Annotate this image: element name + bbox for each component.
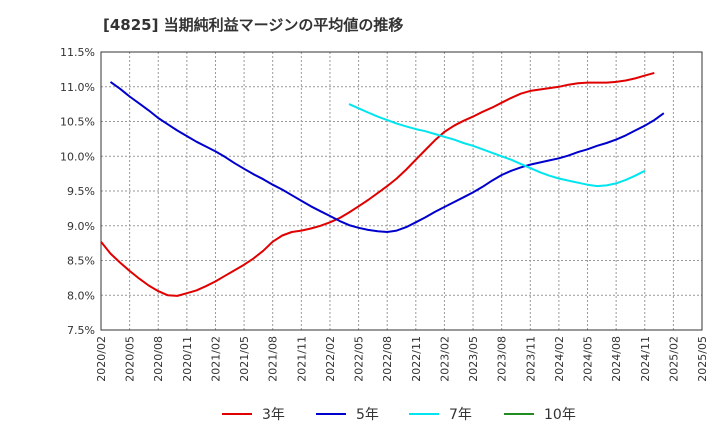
x-tick-label: 2024/02 <box>553 336 566 382</box>
x-tick-label: 2025/05 <box>696 336 709 382</box>
y-tick-label: 9.0% <box>67 220 95 233</box>
x-tick-label: 2020/05 <box>124 336 137 382</box>
y-tick-label: 8.0% <box>67 289 95 302</box>
y-tick-label: 10.5% <box>60 116 95 129</box>
x-tick-label: 2022/08 <box>381 336 394 382</box>
x-tick-label: 2020/11 <box>181 336 194 382</box>
x-tick-label: 2020/02 <box>95 336 108 382</box>
series-line-3 <box>348 103 646 188</box>
y-tick-label: 8.5% <box>67 255 95 268</box>
x-tick-label: 2024/08 <box>610 336 623 382</box>
legend-label-1: 3年 <box>262 407 285 423</box>
x-tick-label: 2024/11 <box>639 336 652 382</box>
series-line-2 <box>109 81 665 233</box>
legend-label-3: 7年 <box>449 407 472 423</box>
x-tick-label: 2023/02 <box>438 336 451 382</box>
y-tick-label: 9.5% <box>67 185 95 198</box>
x-tick-label: 2021/02 <box>209 336 222 382</box>
chart-title: [4825] 当期純利益マージンの平均値の推移 <box>103 16 404 34</box>
x-tick-label: 2020/08 <box>152 336 165 382</box>
x-tick-label: 2021/05 <box>238 336 251 382</box>
x-tick-label: 2021/11 <box>295 336 308 382</box>
y-tick-label: 10.0% <box>60 150 95 163</box>
x-tick-label: 2021/08 <box>267 336 280 382</box>
x-tick-label: 2022/02 <box>324 336 337 382</box>
x-tick-label: 2024/05 <box>582 336 595 382</box>
x-tick-label: 2022/11 <box>410 336 423 382</box>
x-tick-label: 2025/02 <box>667 336 680 382</box>
legend-label-4: 10年 <box>544 407 576 423</box>
y-tick-label: 7.5% <box>67 324 95 337</box>
plot-frame <box>100 51 703 331</box>
legend-label-2: 5年 <box>356 407 379 423</box>
series-line-1 <box>100 71 655 297</box>
x-tick-label: 2023/05 <box>467 336 480 382</box>
x-tick-label: 2023/11 <box>524 336 537 382</box>
y-tick-label: 11.5% <box>60 46 95 59</box>
x-tick-label: 2022/05 <box>353 336 366 382</box>
y-tick-label: 11.0% <box>60 81 95 94</box>
x-tick-label: 2023/08 <box>496 336 509 382</box>
